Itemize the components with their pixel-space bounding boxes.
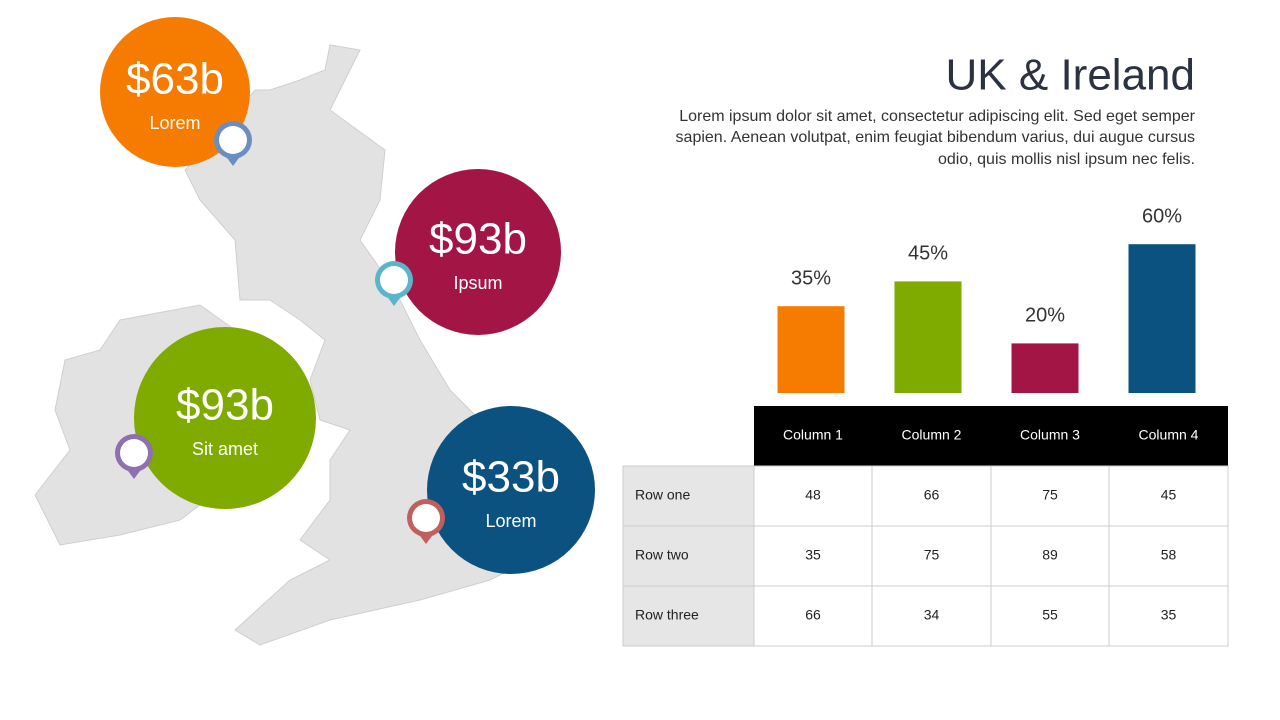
bar bbox=[777, 306, 845, 393]
bar-chart: 35% 45% 20% 60% bbox=[777, 205, 1196, 393]
cell bbox=[990, 525, 1110, 587]
cell-value: 35 bbox=[805, 547, 821, 563]
pin bbox=[214, 121, 252, 166]
cell-value: 75 bbox=[1042, 487, 1058, 503]
value-label: 35% bbox=[791, 267, 831, 289]
description-line: sapien. Aenean volutpat, enim feugiat bi… bbox=[676, 129, 1195, 146]
bubbles: $63b Lorem $93b Ipsum $93b Sit amet $33b Lorem bbox=[100, 17, 595, 574]
row-label: Row two bbox=[635, 547, 689, 563]
cell-value: 89 bbox=[1042, 547, 1058, 563]
bar bbox=[1128, 244, 1196, 393]
cell bbox=[1108, 465, 1229, 527]
bubble bbox=[134, 327, 316, 509]
cell bbox=[990, 465, 1110, 527]
cell-value: 66 bbox=[805, 607, 821, 623]
cell bbox=[871, 585, 992, 647]
column-header: Column 1 bbox=[783, 427, 843, 443]
pin bbox=[375, 261, 413, 306]
table: Column 1 Column 2 Column 3 Column 4 Row one 4… bbox=[622, 406, 1229, 647]
bubble-label: Lorem bbox=[485, 511, 536, 531]
column-header: Column 2 bbox=[902, 427, 962, 443]
column-header: Column 4 bbox=[1139, 427, 1199, 443]
bubble-value: $63b bbox=[126, 55, 224, 104]
cell bbox=[990, 585, 1110, 647]
cell-value: 35 bbox=[1161, 607, 1177, 623]
bubble-value: $93b bbox=[429, 215, 527, 264]
bar bbox=[1011, 343, 1079, 393]
cell-value: 48 bbox=[805, 487, 821, 503]
title: UK & Ireland bbox=[946, 51, 1195, 100]
cell-value: 66 bbox=[924, 487, 940, 503]
cell bbox=[753, 525, 873, 587]
row-label-cell bbox=[622, 525, 755, 587]
row-label-cell bbox=[622, 465, 755, 527]
pins bbox=[115, 121, 445, 544]
value-label: 20% bbox=[1025, 305, 1065, 327]
row-label: Row one bbox=[635, 487, 690, 503]
cell bbox=[1108, 525, 1229, 587]
description-line: odio, quis mollis nisl ipsum nec felis. bbox=[938, 151, 1195, 168]
pin bbox=[115, 434, 153, 479]
value-label: 45% bbox=[908, 243, 948, 265]
cell bbox=[871, 465, 992, 527]
cell-value: 34 bbox=[924, 607, 940, 623]
cell-value: 75 bbox=[924, 547, 940, 563]
cell-value: 45 bbox=[1161, 487, 1177, 503]
cell bbox=[753, 585, 873, 647]
bubble-label: Ipsum bbox=[453, 273, 502, 293]
bubble-value: $93b bbox=[176, 381, 274, 430]
cell bbox=[1108, 585, 1229, 647]
description-line: Lorem ipsum dolor sit amet, consectetur … bbox=[679, 108, 1195, 125]
row-label-cell bbox=[622, 585, 755, 647]
bar bbox=[894, 281, 962, 393]
map bbox=[34, 44, 531, 646]
cell bbox=[753, 465, 873, 527]
bubble-label: Sit amet bbox=[192, 439, 258, 459]
pin bbox=[407, 499, 445, 544]
bubble bbox=[395, 169, 561, 335]
cell-value: 58 bbox=[1161, 547, 1177, 563]
header-row bbox=[754, 406, 1228, 466]
value-label: 60% bbox=[1142, 205, 1182, 227]
bubble bbox=[100, 17, 250, 167]
bubble-label: Lorem bbox=[149, 113, 200, 133]
bubble bbox=[427, 406, 595, 574]
column-header: Column 3 bbox=[1020, 427, 1080, 443]
cell-value: 55 bbox=[1042, 607, 1058, 623]
row-label: Row three bbox=[635, 607, 699, 623]
bubble-value: $33b bbox=[462, 453, 560, 502]
